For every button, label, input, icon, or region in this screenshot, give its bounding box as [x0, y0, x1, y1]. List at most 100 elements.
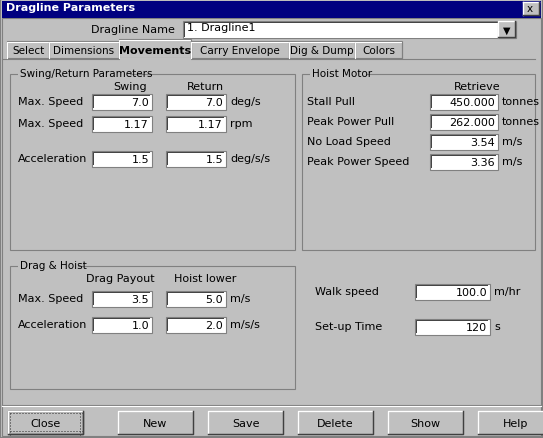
Bar	[92, 291, 152, 307]
Text: Hoist Motor: Hoist Motor	[312, 69, 372, 79]
Text: No Load Speed: No Load Speed	[307, 137, 391, 147]
Text: 3.54: 3.54	[470, 138, 495, 148]
Text: rpm: rpm	[230, 119, 252, 129]
Text: 1.17: 1.17	[198, 120, 223, 130]
Bar	[8, 411, 83, 434]
Bar	[120, 59, 191, 62]
Text: m/s: m/s	[230, 293, 250, 303]
Bar	[18, 68, 130, 81]
Text: Drag Payout: Drag Payout	[86, 273, 154, 283]
Text: 7.0: 7.0	[205, 98, 223, 108]
Bar	[119, 40, 191, 59]
Bar	[166, 95, 226, 111]
Bar	[183, 22, 516, 39]
Bar	[92, 317, 152, 333]
Bar	[10, 266, 295, 389]
Text: 120: 120	[466, 322, 487, 332]
Text: Dragline Name: Dragline Name	[91, 25, 175, 35]
Text: Dig & Dump: Dig & Dump	[290, 46, 354, 57]
Bar	[478, 411, 543, 434]
Text: 450.000: 450.000	[449, 98, 495, 108]
Text: Drag & Hoist: Drag & Hoist	[20, 261, 87, 270]
Text: 3.5: 3.5	[131, 294, 149, 304]
Text: Delete: Delete	[317, 419, 354, 428]
Bar	[388, 411, 463, 434]
Text: m/s: m/s	[502, 157, 522, 166]
Bar	[430, 135, 498, 151]
Text: 7.0: 7.0	[131, 98, 149, 108]
Text: Hoist lower: Hoist lower	[174, 273, 236, 283]
Bar	[355, 42, 402, 59]
Text: m/s: m/s	[502, 137, 522, 147]
Text: 1.17: 1.17	[124, 120, 149, 130]
Bar	[92, 95, 152, 111]
Text: Show: Show	[411, 419, 440, 428]
Text: Peak Power Speed: Peak Power Speed	[307, 157, 409, 166]
Text: Peak Power Pull: Peak Power Pull	[307, 117, 394, 127]
Text: Swing/Return Parameters: Swing/Return Parameters	[20, 69, 153, 79]
Bar	[92, 117, 152, 133]
Text: Dragline Parameters: Dragline Parameters	[6, 3, 135, 13]
Text: Carry Envelope: Carry Envelope	[200, 46, 280, 57]
Text: Colors: Colors	[362, 46, 395, 57]
Text: 5.0: 5.0	[205, 294, 223, 304]
Bar	[298, 411, 373, 434]
Text: 1.5: 1.5	[205, 155, 223, 165]
Bar	[523, 3, 539, 16]
Text: Acceleration: Acceleration	[18, 154, 87, 164]
Text: deg/s: deg/s	[230, 97, 261, 107]
Text: Dimensions: Dimensions	[53, 46, 115, 57]
Text: Movements: Movements	[119, 46, 191, 55]
Text: Walk speed: Walk speed	[315, 286, 379, 297]
Text: 1.5: 1.5	[131, 155, 149, 165]
Bar	[498, 22, 516, 39]
Text: 100.0: 100.0	[456, 287, 487, 297]
Text: m/s/s: m/s/s	[230, 319, 260, 329]
Text: 1.0: 1.0	[131, 320, 149, 330]
Bar	[2, 2, 541, 19]
Bar	[166, 117, 226, 133]
Bar	[302, 75, 535, 251]
Bar	[92, 152, 152, 168]
Text: Max. Speed: Max. Speed	[18, 97, 83, 107]
Bar	[415, 319, 490, 335]
Bar	[430, 115, 498, 131]
Text: Close: Close	[30, 419, 61, 428]
Bar	[430, 95, 498, 111]
Bar	[166, 152, 226, 168]
Text: Stall Pull: Stall Pull	[307, 97, 355, 107]
Text: Acceleration: Acceleration	[18, 319, 87, 329]
Text: 2.0: 2.0	[205, 320, 223, 330]
Text: Retrieve: Retrieve	[454, 82, 500, 92]
Text: Max. Speed: Max. Speed	[18, 119, 83, 129]
Text: tonnes: tonnes	[502, 117, 540, 127]
Bar	[118, 411, 193, 434]
Text: Help: Help	[503, 419, 528, 428]
Bar	[310, 68, 365, 81]
Bar	[191, 42, 289, 59]
Text: ▼: ▼	[503, 25, 511, 35]
Text: s: s	[494, 321, 500, 331]
Bar	[7, 42, 49, 59]
Text: m/hr: m/hr	[494, 286, 520, 297]
Text: 262.000: 262.000	[449, 118, 495, 128]
Bar	[10, 75, 295, 251]
Bar	[18, 259, 78, 272]
Text: 3.36: 3.36	[470, 158, 495, 168]
Bar	[415, 284, 490, 300]
Bar	[289, 42, 355, 59]
Text: x: x	[527, 4, 533, 14]
Text: 1. Dragline1: 1. Dragline1	[187, 23, 256, 33]
Bar	[166, 291, 226, 307]
Bar	[208, 411, 283, 434]
Text: deg/s/s: deg/s/s	[230, 154, 270, 164]
Text: Set-up Time: Set-up Time	[315, 321, 382, 331]
Bar	[430, 155, 498, 171]
Text: Return: Return	[186, 82, 224, 92]
Bar	[166, 317, 226, 333]
Text: Swing: Swing	[113, 82, 147, 92]
Text: New: New	[143, 419, 168, 428]
Text: Max. Speed: Max. Speed	[18, 293, 83, 303]
Bar	[49, 42, 119, 59]
Text: Save: Save	[232, 419, 259, 428]
